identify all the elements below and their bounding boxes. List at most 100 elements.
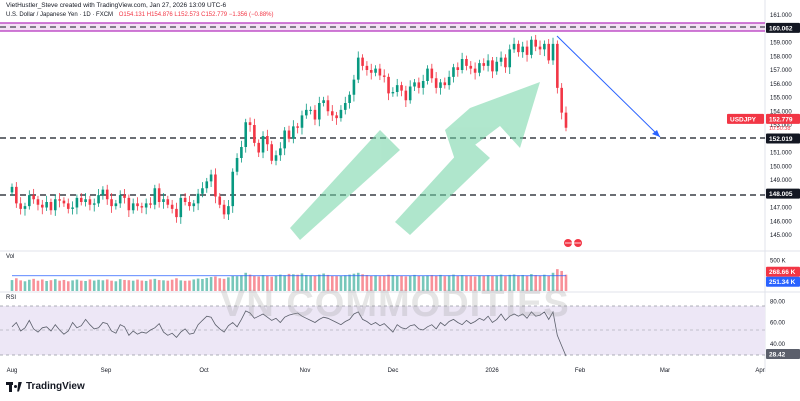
candle[interactable] <box>101 186 105 200</box>
candle[interactable] <box>75 194 79 215</box>
candle[interactable] <box>326 95 330 116</box>
candle[interactable] <box>564 106 568 132</box>
candle[interactable] <box>417 77 421 94</box>
candle[interactable] <box>330 105 334 122</box>
candle[interactable] <box>512 37 516 53</box>
candle[interactable] <box>240 140 243 163</box>
level-badge[interactable]: 148.005 <box>766 188 800 199</box>
candle[interactable] <box>279 142 282 161</box>
symbol-badge[interactable]: USDJPY <box>727 113 764 124</box>
candle[interactable] <box>66 198 70 214</box>
candle[interactable] <box>556 40 559 94</box>
candle[interactable] <box>374 65 377 77</box>
candle[interactable] <box>10 183 14 196</box>
candle[interactable] <box>118 190 122 208</box>
candle[interactable] <box>248 117 252 132</box>
candle[interactable] <box>313 105 317 126</box>
candle[interactable] <box>478 59 481 77</box>
candle[interactable] <box>348 91 351 109</box>
candle[interactable] <box>244 118 248 153</box>
candle[interactable] <box>28 190 31 210</box>
level-badge[interactable]: 152.019 <box>766 133 800 144</box>
candle[interactable] <box>378 63 382 81</box>
candle[interactable] <box>114 199 118 210</box>
tradingview-logo[interactable]: TradingView <box>6 381 85 392</box>
candle[interactable] <box>127 194 131 217</box>
candle[interactable] <box>62 197 66 207</box>
candle[interactable] <box>482 58 486 71</box>
candle[interactable] <box>395 78 399 97</box>
candle[interactable] <box>123 188 126 204</box>
candle[interactable] <box>525 40 529 62</box>
rsi-badge[interactable]: 28.42 <box>766 349 800 360</box>
candle[interactable] <box>534 34 538 52</box>
candle[interactable] <box>192 199 196 212</box>
candle[interactable] <box>382 69 386 83</box>
candle[interactable] <box>361 54 364 71</box>
candle[interactable] <box>49 198 53 215</box>
candle[interactable] <box>257 139 261 158</box>
candle[interactable] <box>88 195 92 211</box>
candle[interactable] <box>149 197 152 209</box>
candle[interactable] <box>439 78 442 95</box>
candle[interactable] <box>131 198 135 214</box>
candle[interactable] <box>157 183 161 208</box>
candle[interactable] <box>23 202 27 216</box>
candle[interactable] <box>404 85 408 107</box>
candle[interactable] <box>175 202 178 223</box>
candle[interactable] <box>400 81 403 97</box>
candle[interactable] <box>188 195 191 211</box>
candle[interactable] <box>201 182 204 198</box>
candle[interactable] <box>214 168 217 204</box>
candle[interactable] <box>460 52 464 74</box>
candle[interactable] <box>79 193 83 206</box>
level-badge[interactable]: 160.062 <box>766 22 800 33</box>
candle[interactable] <box>426 65 429 85</box>
candle[interactable] <box>543 40 546 57</box>
candle[interactable] <box>443 77 447 89</box>
candle[interactable] <box>71 201 74 215</box>
candle[interactable] <box>58 193 61 208</box>
candle[interactable] <box>36 195 40 211</box>
candle[interactable] <box>222 199 226 219</box>
candle[interactable] <box>231 168 235 213</box>
candle[interactable] <box>413 78 416 92</box>
candle[interactable] <box>456 62 460 77</box>
candle[interactable] <box>292 120 295 144</box>
candle[interactable] <box>508 44 512 74</box>
rsi-label[interactable]: RSI <box>6 295 17 301</box>
candle[interactable] <box>300 110 304 135</box>
candle[interactable] <box>296 122 299 134</box>
candle[interactable] <box>521 41 525 58</box>
candle[interactable] <box>162 193 165 209</box>
candle[interactable] <box>469 61 473 75</box>
candle[interactable] <box>430 63 434 83</box>
price-axis[interactable]: 161.000160.000159.000158.000157.000156.0… <box>770 13 792 348</box>
candle[interactable] <box>356 51 360 84</box>
candle[interactable] <box>473 62 477 80</box>
candle[interactable] <box>547 39 550 64</box>
candle[interactable] <box>40 199 44 215</box>
candle[interactable] <box>452 63 455 83</box>
candle[interactable] <box>504 54 507 73</box>
event-flags[interactable] <box>564 239 582 247</box>
candle[interactable] <box>270 140 273 165</box>
last-price-badge[interactable]: 152.779 <box>766 113 800 124</box>
candle[interactable] <box>110 193 113 213</box>
candle[interactable] <box>335 111 338 125</box>
candle[interactable] <box>235 153 239 176</box>
candle[interactable] <box>274 150 278 166</box>
candle[interactable] <box>486 54 490 72</box>
candle[interactable] <box>84 193 87 207</box>
candle[interactable] <box>287 125 291 143</box>
candle[interactable] <box>365 61 369 76</box>
volume-badge[interactable]: 268.66 K <box>766 266 800 277</box>
candle[interactable] <box>495 56 499 75</box>
volume-ma-badge[interactable]: 251.34 K <box>766 276 800 287</box>
candle[interactable] <box>45 195 48 211</box>
candle[interactable] <box>19 197 22 215</box>
candle[interactable] <box>530 36 533 59</box>
candle[interactable] <box>434 72 438 94</box>
candle[interactable] <box>343 96 347 115</box>
